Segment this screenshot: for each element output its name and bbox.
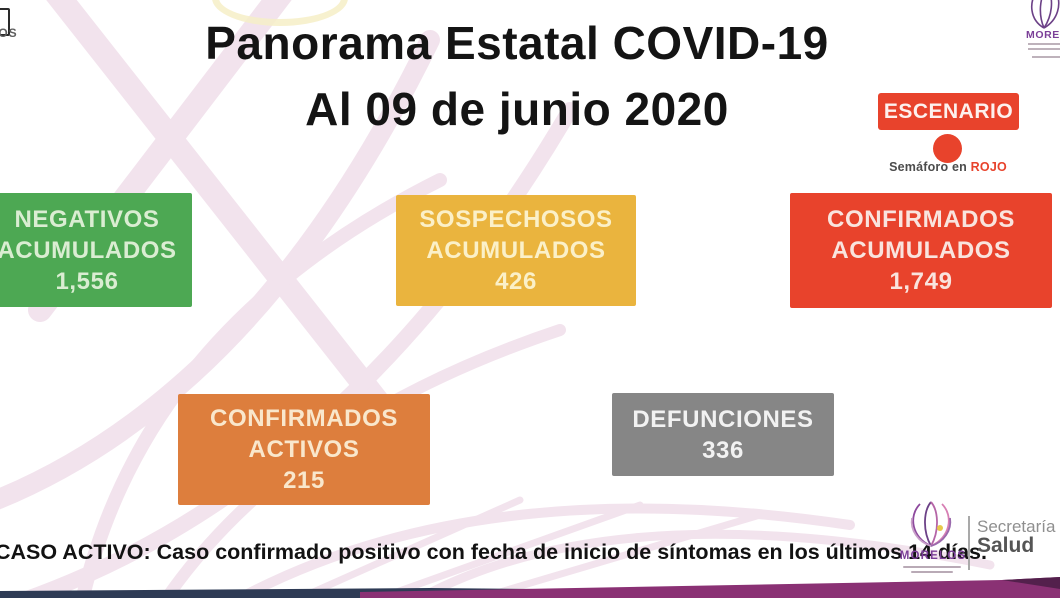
morelos-lotus-icon — [910, 501, 952, 547]
stat-label: ACUMULADOS — [0, 236, 177, 264]
logo-subtext-line — [1028, 48, 1060, 50]
stat-value: 1,556 — [55, 267, 119, 295]
top-left-logo-mark-icon — [0, 8, 10, 36]
stat-value: 1,749 — [889, 268, 953, 295]
stat-label: NEGATIVOS — [14, 205, 160, 233]
stat-value: 426 — [495, 268, 537, 295]
page-title-line2: Al 09 de junio 2020 — [305, 83, 729, 135]
stat-label: CONFIRMADOS — [210, 405, 398, 432]
stat-label: ACUMULADOS — [831, 237, 1011, 264]
secretaria-label: Secretaría — [977, 517, 1056, 536]
semaforo-red-dot-icon — [933, 134, 962, 163]
stat-box-confirmados-activos: CONFIRMADOS ACTIVOS 215 — [178, 394, 430, 505]
page-title: Panorama Estatal COVID-19 Al 09 de junio… — [0, 10, 1034, 142]
stat-label: CONFIRMADOS — [827, 206, 1015, 233]
top-left-logo-text-fragment: MORELOS — [0, 26, 18, 40]
stat-value: 336 — [702, 436, 744, 464]
stat-box-negativos-acumulados: NEGATIVOS ACUMULADOS 1,556 — [0, 193, 192, 307]
semaforo-caption-value: ROJO — [970, 160, 1007, 174]
brand-divider — [968, 516, 970, 570]
stat-box-confirmados-acumulados: CONFIRMADOS ACUMULADOS 1,749 — [790, 193, 1052, 308]
stat-label: ACTIVOS — [248, 436, 360, 463]
logo-subtext-line — [903, 566, 961, 568]
stat-label: SOSPECHOSOS — [419, 206, 613, 233]
stat-value: 215 — [283, 467, 325, 494]
semaforo-caption-prefix: Semáforo en — [889, 160, 971, 174]
logo-subtext-line — [1028, 43, 1060, 45]
morelos-lotus-icon — [1031, 0, 1060, 29]
footer-definition-note: CASO ACTIVO: Caso confirmado positivo co… — [0, 540, 987, 564]
escenario-badge: ESCENARIO 3 — [878, 93, 1019, 160]
stat-label: ACUMULADOS — [426, 237, 606, 264]
stat-box-sospechosos-acumulados: SOSPECHOSOS ACUMULADOS 426 — [396, 195, 636, 306]
logo-subtext-line — [911, 571, 953, 573]
bottom-ribbon — [0, 577, 1060, 598]
salud-label: Salud — [977, 534, 1035, 557]
top-right-logo-text-fragment: MORELOS — [1026, 29, 1060, 41]
morelos-logo-text: MORELOS — [899, 550, 967, 562]
stat-box-defunciones: DEFUNCIONES 336 — [612, 393, 834, 476]
semaforo-caption: Semáforo en ROJO — [848, 160, 1048, 174]
stat-label: DEFUNCIONES — [632, 405, 814, 433]
page-title-line1: Panorama Estatal COVID-19 — [205, 17, 829, 69]
logo-subtext-line — [1032, 56, 1060, 58]
